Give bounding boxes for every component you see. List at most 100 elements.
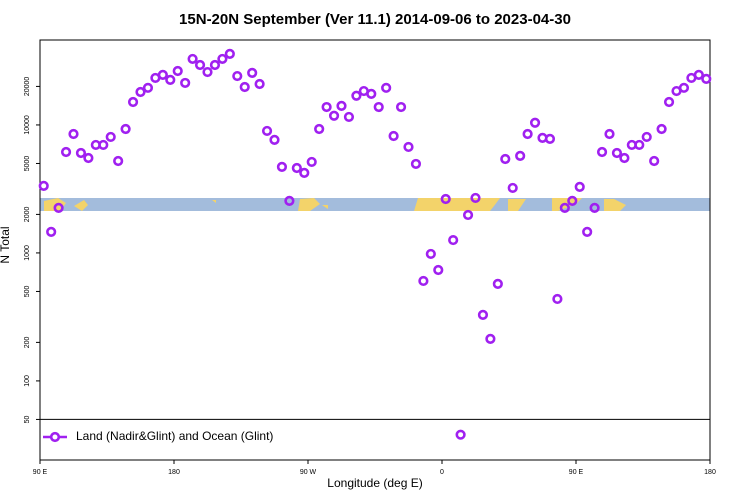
data-point (410, 158, 422, 170)
data-point (448, 234, 459, 246)
data-point (68, 128, 79, 140)
plot-frame (39, 39, 711, 461)
x-tick-label: 180 (168, 469, 180, 476)
ocean-band (40, 198, 710, 211)
data-point (500, 153, 511, 165)
x-tick-label: 0 (440, 469, 444, 476)
data-point (693, 69, 704, 81)
y-tick-label: 100 (24, 375, 31, 387)
x-tick-label: 90 E (33, 469, 48, 476)
data-point (485, 333, 496, 344)
data-point (649, 155, 660, 167)
data-point (381, 82, 392, 93)
data-point (663, 96, 675, 108)
x-tick-label: 90 E (569, 469, 584, 476)
data-point (656, 123, 667, 135)
map-band (40, 198, 710, 211)
data-point (157, 69, 168, 81)
data-point (232, 70, 243, 82)
data-point (165, 74, 176, 85)
data-point (105, 131, 116, 143)
data-point (120, 123, 131, 135)
data-point (455, 429, 466, 440)
y-tick-label: 200 (24, 336, 31, 348)
legend-marker (49, 431, 61, 443)
data-point (529, 117, 541, 128)
data-point (172, 65, 183, 77)
data-point (507, 182, 518, 194)
data-point (98, 139, 109, 151)
data-point (544, 133, 556, 144)
data-point (46, 226, 57, 237)
y-tick-label: 500 (24, 286, 31, 298)
data-point (574, 181, 585, 193)
data-point (388, 130, 399, 142)
data-point (604, 128, 615, 140)
data-point (559, 202, 570, 213)
x-axis-label: Longitude (deg E) (327, 476, 422, 490)
data-point (187, 53, 198, 65)
data-point (589, 202, 600, 213)
data-point (373, 101, 384, 113)
data-point (433, 264, 444, 276)
data-point (239, 81, 250, 93)
data-point (619, 152, 630, 164)
data-point (194, 59, 206, 71)
data-point (217, 53, 228, 65)
data-point (299, 167, 310, 178)
data-point (247, 67, 258, 79)
data-point (261, 125, 273, 137)
data-point (284, 195, 295, 206)
data-point (291, 162, 302, 174)
data-point (418, 275, 429, 287)
data-point (403, 141, 414, 153)
data-point (343, 111, 355, 123)
y-tick-label: 10000 (24, 115, 31, 135)
y-tick-label: 20000 (24, 77, 31, 97)
data-point (366, 88, 377, 99)
data-point (269, 134, 280, 146)
data-point (328, 110, 340, 121)
data-point (113, 155, 124, 167)
y-tick-label: 2000 (24, 207, 31, 223)
data-point (678, 82, 690, 93)
data-point (321, 101, 332, 113)
data-point (477, 309, 489, 320)
data-point (425, 248, 436, 260)
data-point (440, 193, 451, 205)
data-point (142, 82, 154, 93)
data-point (351, 90, 362, 101)
data-point (470, 192, 481, 204)
data-point (209, 59, 221, 71)
data-point (701, 73, 712, 84)
data-point (596, 146, 608, 158)
data-point (202, 66, 213, 78)
data-point (276, 161, 288, 173)
data-point (641, 131, 652, 143)
data-point (306, 156, 317, 168)
legend-label: Land (Nadir&Glint) and Ocean (Glint) (76, 429, 273, 443)
x-tick-label: 180 (704, 469, 716, 476)
data-point (75, 147, 87, 159)
y-tick-label: 50 (24, 415, 31, 423)
data-point (582, 226, 593, 237)
data-point (83, 152, 94, 164)
data-point (127, 96, 139, 108)
data-point (395, 101, 407, 113)
data-point (38, 180, 49, 191)
data-point (53, 202, 64, 213)
land-shapes (44, 198, 626, 211)
y-tick-label: 1000 (24, 245, 31, 261)
data-point (515, 150, 526, 161)
data-point (611, 147, 623, 159)
data-point (522, 128, 533, 140)
data-point (634, 139, 645, 151)
data-point (462, 209, 474, 221)
data-point (135, 86, 146, 98)
data-point (180, 77, 191, 89)
x-tick-label: 90 W (300, 469, 317, 476)
data-point (60, 146, 72, 158)
data-point (552, 293, 563, 305)
